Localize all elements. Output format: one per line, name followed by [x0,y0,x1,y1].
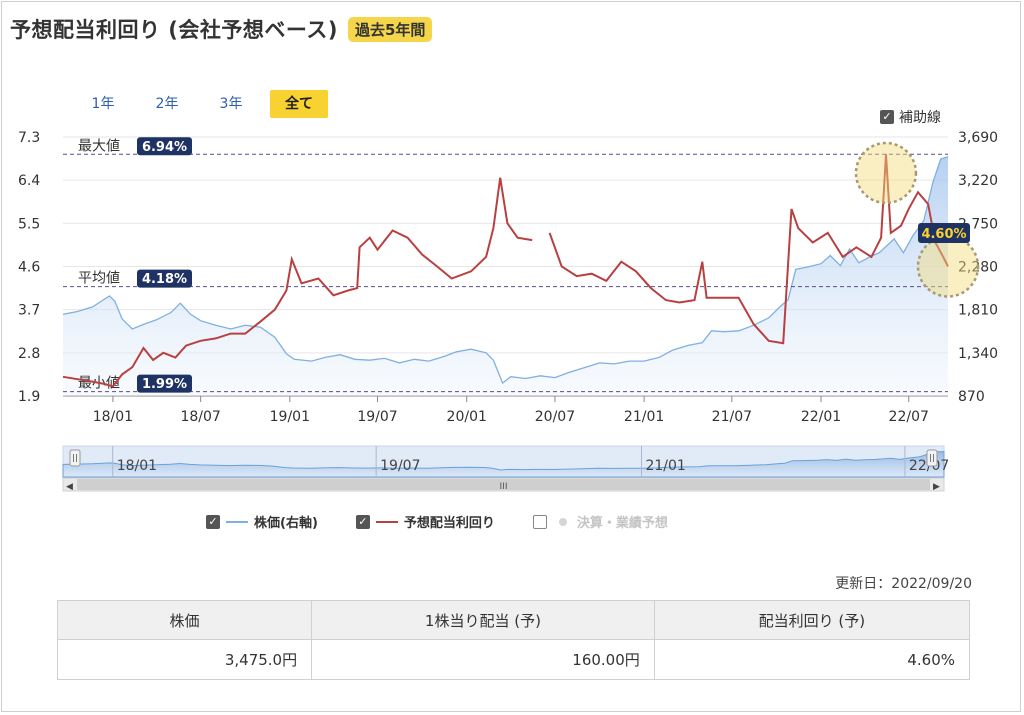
x-axis-label: 19/01 [270,409,310,425]
legend-item-price[interactable]: ✓ 株価(右軸) [206,512,318,531]
price-line-swatch-icon [226,520,248,523]
header-dividend: 1株当り配当 (予) [311,600,655,640]
checkbox-unchecked-icon[interactable] [532,514,547,529]
scroll-left-arrow-icon: ◀ [66,482,73,492]
x-axis-label: 21/07 [712,409,752,425]
left-axis-tick: 1.9 [18,389,40,405]
reference-label: 平均値 [78,271,120,287]
range-tabs: 1年 2年 3年 全て [72,90,330,118]
page-title: 予想配当利回り (会社予想ベース) [10,18,338,42]
chart-legend: ✓ 株価(右軸) ✓ 予想配当利回り 決算・業績予想 [206,512,706,531]
x-axis-label: 19/07 [357,409,397,425]
x-axis-label: 18/01 [93,409,133,425]
dividend-yield-chart: 7.36.45.54.63.72.81.93,6903,2202,7502,28… [18,130,998,492]
yield-series-line [62,154,949,388]
navigator-price-area [62,451,945,478]
left-axis-tick: 5.5 [18,216,40,232]
navigator-label: 19/07 [380,458,420,474]
left-axis-tick: 2.8 [18,346,40,362]
period-badge: 過去5年間 [347,16,433,42]
left-axis-tick: 4.6 [18,260,40,276]
checkbox-checked-icon[interactable]: ✓ [206,514,220,529]
x-axis-label: 18/07 [180,409,220,425]
reference-badge [137,137,192,156]
reference-badge-text: 6.94% [142,140,187,155]
checkbox-checked-icon[interactable]: ✓ [880,110,894,124]
legend-label-earnings: 決算・業績予想 [576,516,668,531]
range-tab-1y[interactable]: 1年 [91,96,115,112]
legend-label-yield: 予想配当利回り [403,516,495,531]
current-value-badge [918,222,970,243]
scrollbar-grip-icon: III [500,482,508,492]
reference-label: 最大値 [78,138,120,154]
range-tab-all[interactable]: 全て [270,90,328,118]
right-axis-tick: 3,690 [958,130,998,146]
right-axis-tick: 1,340 [958,346,998,362]
reference-badge-text: 1.99% [142,377,187,392]
price-area [63,156,948,396]
range-tab-2y[interactable]: 2年 [155,96,179,112]
x-axis-label: 21/01 [624,409,664,425]
earnings-dot-icon [558,517,567,526]
value-dividend: 160.00円 [311,639,655,680]
x-axis-label: 22/07 [889,409,929,425]
left-axis-tick: 3.7 [18,303,40,319]
legend-item-earnings[interactable]: 決算・業績予想 [532,512,668,531]
navigator-label: 18/01 [117,458,157,474]
value-yield: 4.60% [653,639,971,680]
title-row: 予想配当利回り (会社予想ベース) 過去5年間 [10,14,433,44]
current-value-text: 4.60% [921,227,966,242]
legend-item-yield[interactable]: ✓ 予想配当利回り [355,512,495,531]
header-price: 株価 [56,600,313,640]
navigator-label: 21/01 [645,458,685,474]
value-price: 3,475.0円 [56,639,313,680]
right-axis-tick: 870 [958,389,985,405]
right-axis-tick: 3,220 [958,173,998,189]
summary-table: 株価 1株当り配当 (予) 配当利回り (予) 3,475.0円 160.00円… [56,600,971,680]
updated-date: 更新日：2022/09/20 [835,576,972,592]
price-series-line [62,156,949,385]
reference-badge [137,374,192,393]
current-highlight-circle [916,235,980,298]
aux-line-label: 補助線 [899,110,941,126]
navigator-right-handle[interactable] [926,449,938,467]
scrollbar-thumb [77,479,930,490]
x-axis-label: 20/01 [447,409,487,425]
max-highlight-circle [854,141,918,205]
header-yield: 配当利回り (予) [653,600,971,640]
reference-badge [137,269,192,288]
reference-badge-text: 4.18% [142,272,187,287]
aux-line-toggle[interactable]: ✓ 補助線 [880,107,941,127]
left-axis-tick: 6.4 [18,173,40,189]
x-axis-label: 20/07 [535,409,575,425]
left-axis-tick: 7.3 [18,130,40,146]
x-axis-label: 22/01 [801,409,841,425]
right-axis-tick: 1,810 [958,303,998,319]
scroll-right-arrow-icon: ▶ [933,482,940,492]
summary-value-row: 3,475.0円 160.00円 4.60% [56,639,971,680]
navigator-left-handle[interactable] [69,449,81,467]
legend-label-price: 株価(右軸) [254,516,318,531]
yield-line-swatch-icon [375,520,398,523]
range-tab-3y[interactable]: 3年 [219,96,243,112]
checkbox-checked-icon[interactable]: ✓ [355,514,370,529]
summary-header-row: 株価 1株当り配当 (予) 配当利回り (予) [56,600,971,640]
